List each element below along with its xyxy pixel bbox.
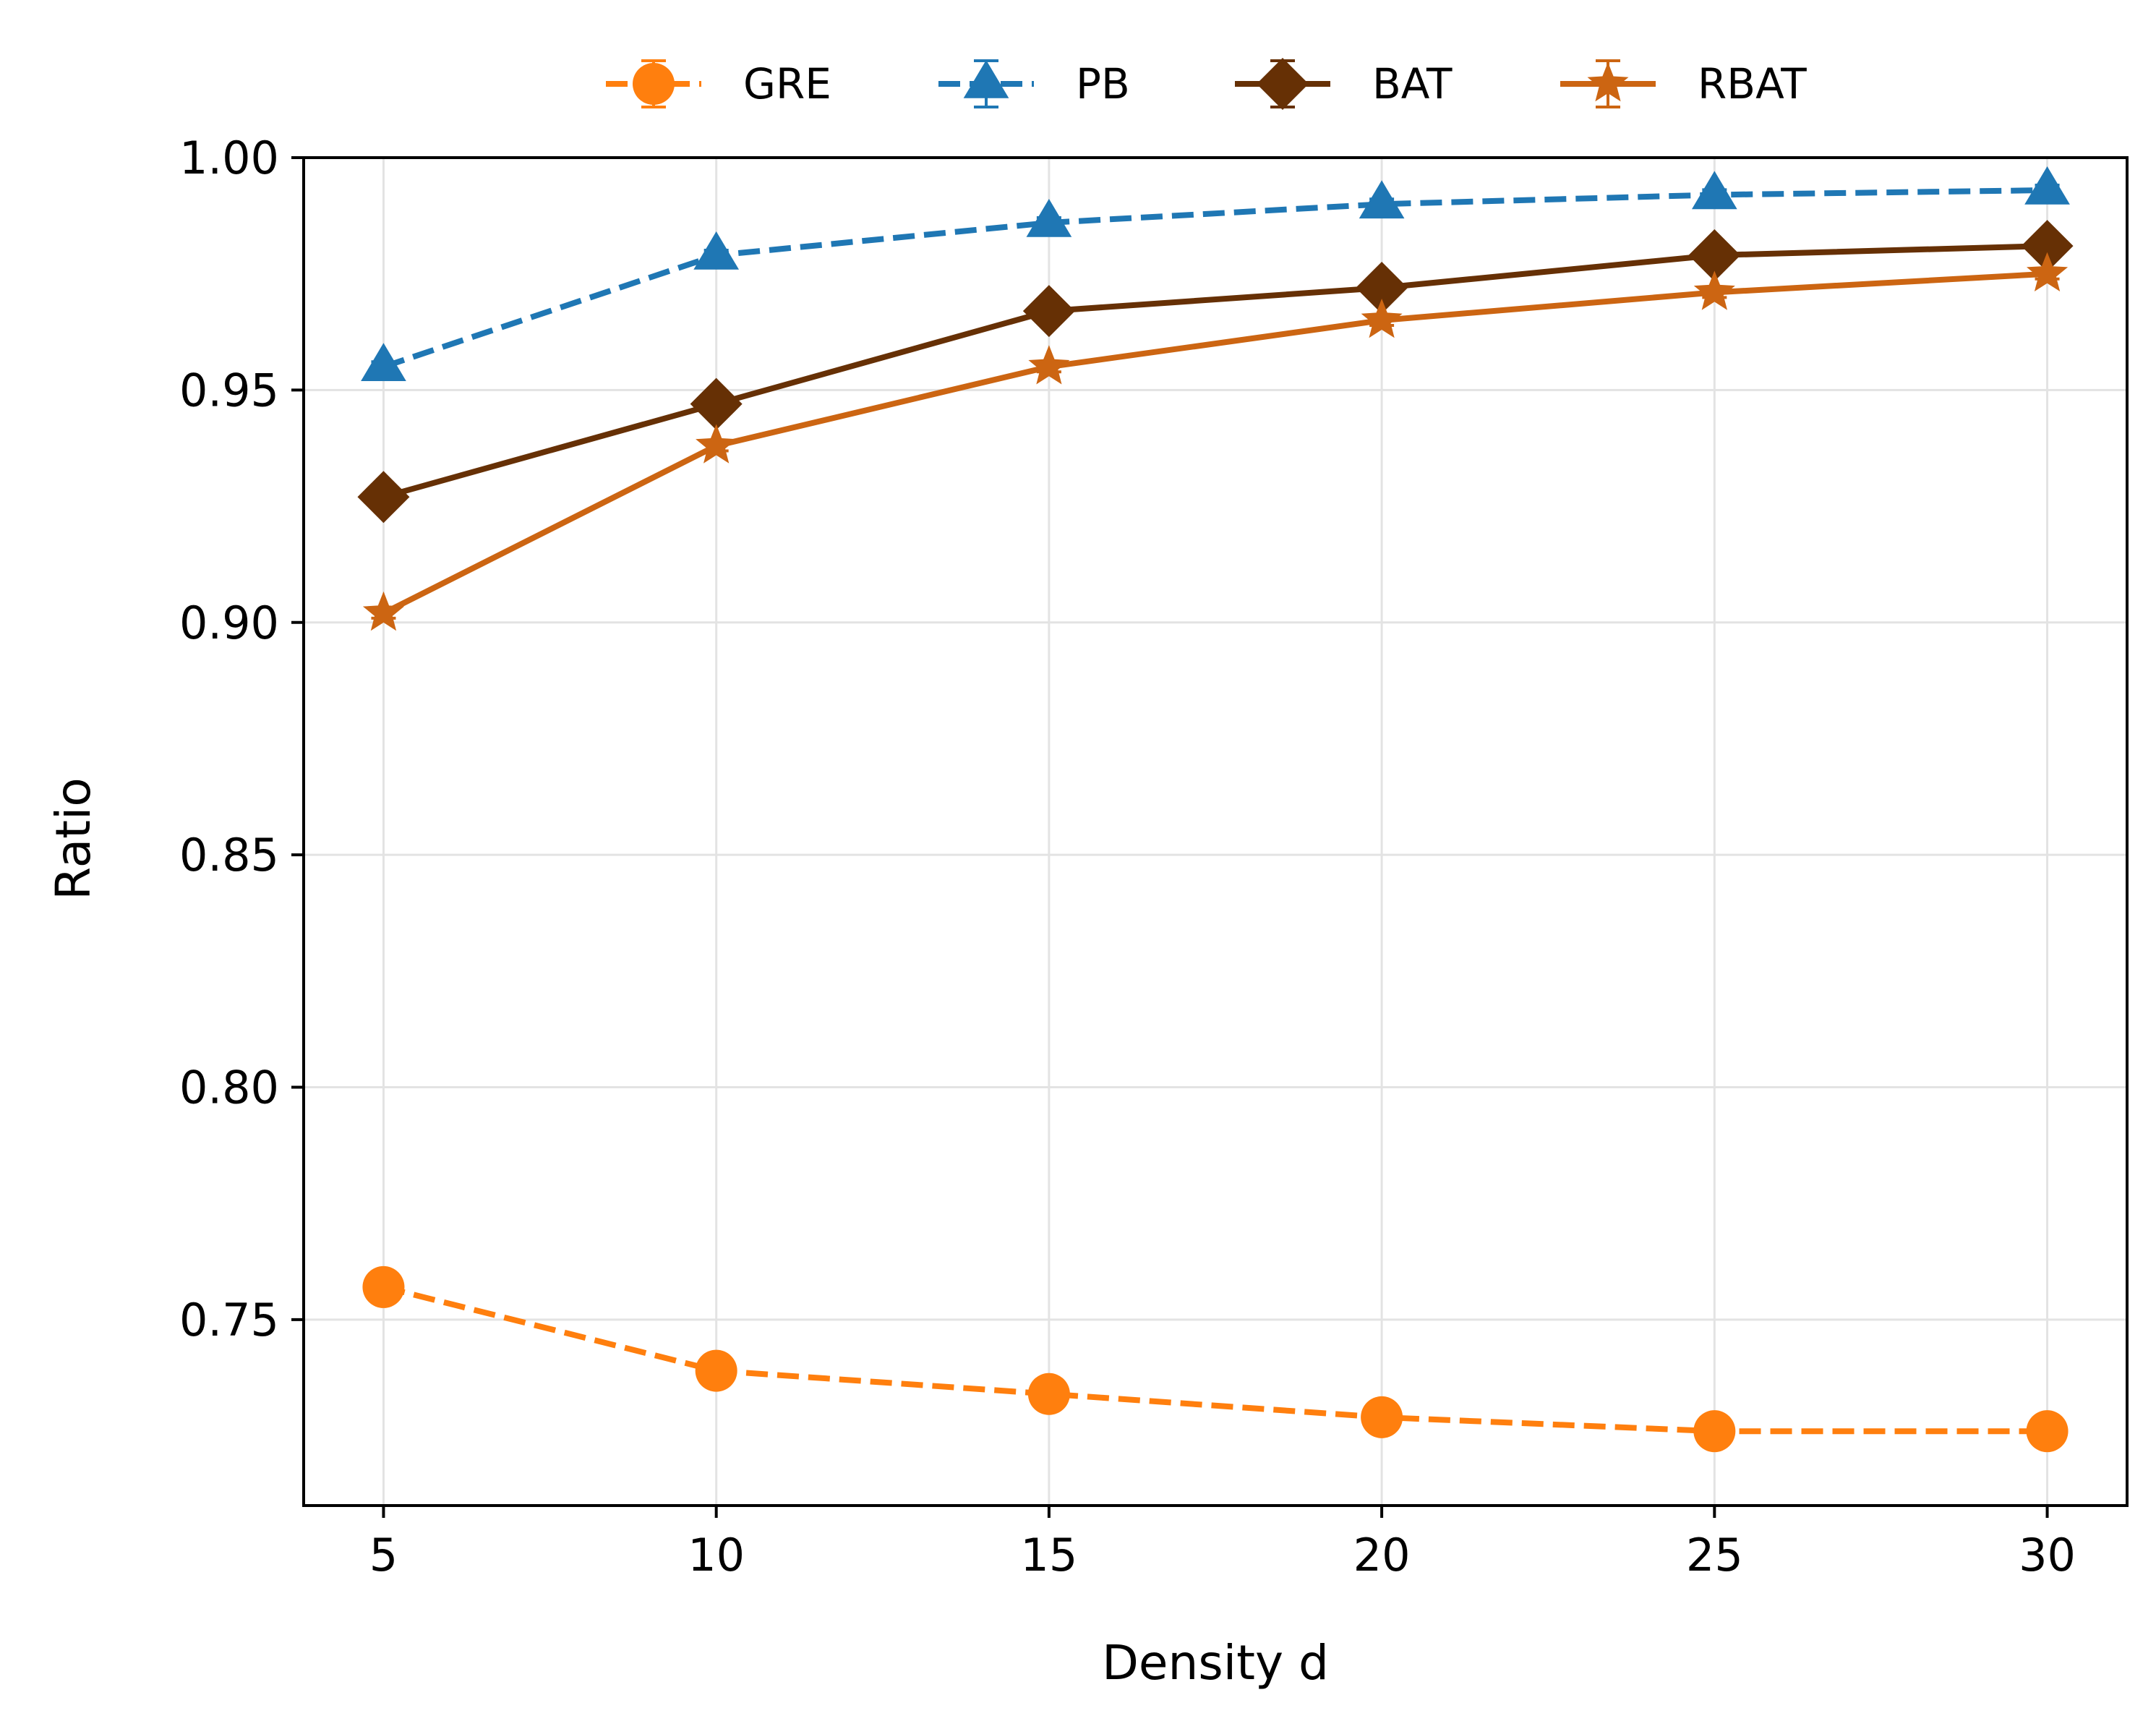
data-point-gre (1693, 1410, 1736, 1453)
data-point-gre (1361, 1396, 1403, 1438)
data-point-bat (357, 471, 410, 524)
data-point-bat (1356, 261, 1408, 314)
x-axis: 5 10 15 20 25 30 (369, 1506, 2076, 1581)
x-tick-label: 5 (369, 1529, 398, 1581)
data-point-gre (1027, 1372, 1070, 1415)
data-point-pb (1691, 171, 1737, 210)
data-point-bat (1688, 229, 1741, 281)
y-tick-label: 0.90 (179, 597, 279, 649)
data-point-bat (2021, 220, 2074, 273)
y-tick-label: 1.00 (179, 132, 279, 184)
x-tick-label: 30 (2019, 1529, 2076, 1581)
legend: GRE PB BAT RBAT (606, 58, 1807, 110)
legend-label: PB (1076, 59, 1130, 108)
data-point-pb (2024, 166, 2070, 205)
series-pb (361, 166, 2070, 382)
data-point-gre (695, 1349, 737, 1392)
series-line-gre (382, 1284, 2048, 1435)
data-point-rbat (696, 424, 737, 464)
legend-entry-bat: BAT (1235, 58, 1453, 110)
y-axis-label: Ratio (46, 777, 101, 900)
data-point-bat (690, 377, 743, 430)
x-axis-label: Density d (1102, 1635, 1329, 1691)
data-point-rbat (1361, 299, 1403, 338)
x-tick-label: 20 (1353, 1529, 1411, 1581)
data-point-gre (2026, 1410, 2069, 1453)
series-line-bat (382, 243, 2048, 500)
y-tick-label: 0.85 (179, 829, 279, 881)
legend-marker (963, 60, 1009, 98)
legend-entry-pb: PB (938, 59, 1130, 108)
y-tick-label: 0.75 (179, 1294, 279, 1346)
y-tick-label: 0.80 (179, 1062, 279, 1114)
legend-entry-rbat: RBAT (1560, 59, 1807, 108)
y-axis: 0.75 0.80 0.85 0.90 0.95 1.00 (179, 132, 304, 1346)
data-point-rbat (1693, 270, 1735, 310)
legend-label: BAT (1372, 59, 1453, 108)
data-point-pb (1359, 180, 1405, 219)
series-line-pb (382, 187, 2048, 370)
y-tick-label: 0.95 (179, 364, 279, 417)
data-point-rbat (362, 591, 404, 631)
plot-frame (302, 156, 2129, 1507)
series-line-rbat (382, 270, 2048, 616)
data-point-pb (693, 231, 740, 270)
data-point-rbat (1028, 345, 1070, 385)
legend-marker (633, 63, 675, 105)
legend-entry-gre: GRE (606, 59, 831, 108)
data-point-gre (362, 1265, 405, 1308)
series-rbat (362, 252, 2069, 631)
series-layer (357, 166, 2074, 1453)
data-point-rbat (2027, 252, 2069, 291)
legend-label: GRE (743, 59, 831, 108)
series-bat (357, 220, 2074, 524)
data-point-pb (1026, 198, 1072, 237)
series-gre (362, 1265, 2069, 1453)
legend-marker (1257, 58, 1309, 110)
legend-label: RBAT (1698, 59, 1807, 108)
x-tick-label: 15 (1020, 1529, 1077, 1581)
data-point-pb (361, 343, 406, 382)
x-tick-label: 25 (1686, 1529, 1743, 1581)
legend-marker (1587, 62, 1629, 102)
x-tick-label: 10 (688, 1529, 745, 1581)
data-point-bat (1022, 285, 1075, 338)
